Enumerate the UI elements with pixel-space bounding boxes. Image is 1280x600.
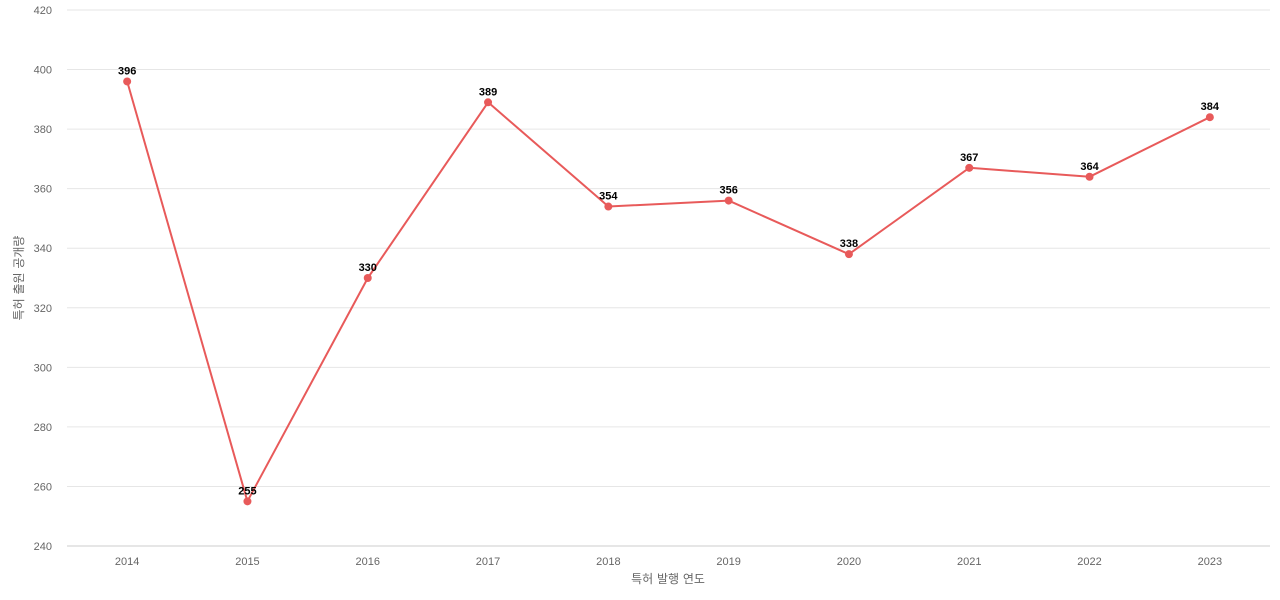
data-point[interactable] xyxy=(1085,172,1094,181)
x-tick-label: 2018 xyxy=(596,556,620,568)
x-tick-label: 2016 xyxy=(356,556,380,568)
data-point[interactable] xyxy=(243,497,252,506)
data-point[interactable] xyxy=(844,250,853,259)
data-label: 389 xyxy=(479,86,497,98)
y-tick-label: 340 xyxy=(34,243,52,255)
data-point[interactable] xyxy=(484,98,493,107)
x-tick-label: 2014 xyxy=(115,556,139,568)
y-tick-label: 260 xyxy=(34,481,52,493)
x-tick-label: 2022 xyxy=(1077,556,1101,568)
data-label: 364 xyxy=(1080,161,1099,173)
y-tick-label: 240 xyxy=(34,541,52,553)
data-label: 354 xyxy=(599,191,618,203)
series-layer xyxy=(123,77,1214,506)
data-label: 338 xyxy=(840,238,858,250)
data-point[interactable] xyxy=(604,202,613,211)
y-tick-label: 280 xyxy=(34,422,52,434)
y-axis-title: 특허 출원 공개량 xyxy=(12,236,26,321)
x-tick-label: 2023 xyxy=(1198,556,1222,568)
data-labels: 396 255 330 389 354 356 338 367 364 384 xyxy=(118,65,1220,497)
x-axis-ticks: 2014 2015 2016 2017 2018 2019 2020 2021 2022 2023 xyxy=(115,556,1222,568)
data-label: 356 xyxy=(719,185,737,197)
y-tick-label: 320 xyxy=(34,303,52,315)
data-label: 255 xyxy=(238,485,256,497)
data-point[interactable] xyxy=(1205,113,1214,122)
x-tick-label: 2020 xyxy=(837,556,861,568)
y-tick-label: 400 xyxy=(34,65,52,77)
data-point[interactable] xyxy=(724,196,733,205)
data-point[interactable] xyxy=(363,274,372,282)
x-tick-label: 2019 xyxy=(716,556,740,568)
y-axis-ticks: 240 260 280 300 320 340 360 380 400 420 xyxy=(34,5,52,553)
data-label: 396 xyxy=(118,65,136,77)
x-axis-title: 특허 발행 연도 xyxy=(631,571,705,586)
data-label: 330 xyxy=(359,262,377,274)
y-tick-label: 420 xyxy=(34,5,52,17)
data-label: 384 xyxy=(1201,101,1220,113)
series-line xyxy=(126,81,1211,503)
y-tick-label: 380 xyxy=(34,124,52,136)
x-tick-label: 2015 xyxy=(235,556,259,568)
data-label: 367 xyxy=(960,152,978,164)
y-tick-label: 300 xyxy=(34,362,52,374)
x-tick-label: 2017 xyxy=(476,556,500,568)
data-point[interactable] xyxy=(965,163,974,172)
x-tick-label: 2021 xyxy=(957,556,981,568)
y-tick-label: 360 xyxy=(34,184,52,196)
grid xyxy=(67,9,1270,487)
data-point[interactable] xyxy=(123,77,132,86)
